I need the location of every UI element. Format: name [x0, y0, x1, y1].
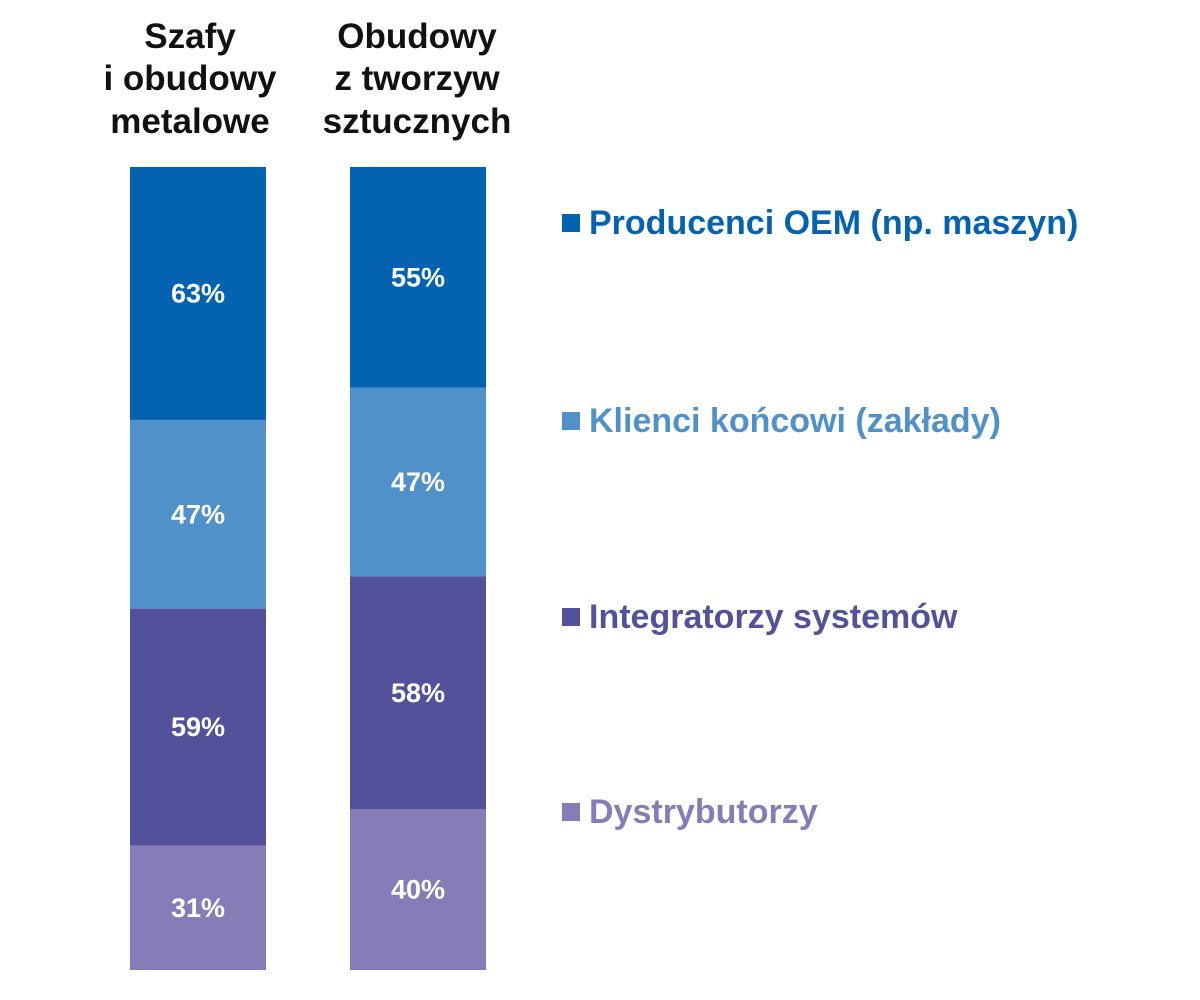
- legend-item: Dystrybutorzy: [562, 793, 818, 831]
- bar-segment: [130, 608, 266, 846]
- legend-item: Integratorzy systemów: [562, 598, 958, 636]
- data-label: 40%: [391, 875, 445, 905]
- bars: [130, 167, 486, 970]
- legend-label: Integratorzy systemów: [589, 598, 958, 636]
- data-labels: 63% 47% 59% 31% 55% 47% 58% 40%: [171, 262, 445, 922]
- data-label: 31%: [171, 893, 225, 923]
- data-label: 47%: [171, 499, 225, 529]
- bar-segment: [130, 167, 266, 420]
- legend-swatch: [562, 608, 580, 626]
- bar-segment: [350, 387, 486, 577]
- legend-label: Producenci OEM (np. maszyn): [589, 204, 1078, 242]
- data-label: 58%: [391, 678, 445, 708]
- legend-item: Producenci OEM (np. maszyn): [562, 204, 1078, 242]
- category-label: Szafy i obudowy metalowe: [103, 17, 277, 141]
- bar-segment: [130, 845, 266, 970]
- legend-swatch: [562, 214, 580, 232]
- category-label: Obudowy z tworzyw sztucznych: [323, 17, 512, 141]
- legend-label: Dystrybutorzy: [589, 793, 818, 831]
- data-label: 63%: [171, 278, 225, 308]
- category-labels: Szafy i obudowy metalowe Obudowy z tworzyw sz…: [103, 17, 511, 141]
- legend-label: Klienci końcowi (zakłady): [589, 402, 1001, 440]
- bar-segment: [350, 809, 486, 970]
- data-label: 47%: [391, 467, 445, 497]
- bar-segment: [350, 576, 486, 810]
- legend-swatch: [562, 412, 580, 430]
- bar-segment: [130, 419, 266, 609]
- legend: Producenci OEM (np. maszyn) Klienci końco…: [562, 204, 1078, 831]
- legend-swatch: [562, 803, 580, 821]
- bar-segment: [350, 167, 486, 388]
- legend-item: Klienci końcowi (zakłady): [562, 402, 1001, 440]
- data-label: 55%: [391, 262, 445, 292]
- data-label: 59%: [171, 712, 225, 742]
